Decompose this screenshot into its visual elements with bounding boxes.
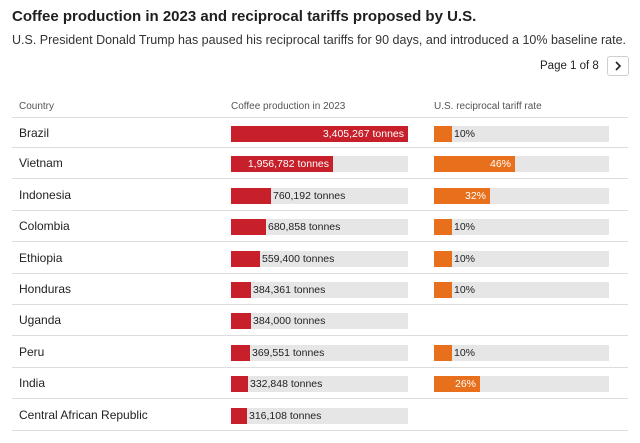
table-row: Indonesia 760,192 tonnes 32% xyxy=(12,180,628,211)
chevron-right-icon xyxy=(615,61,621,71)
tariff-value-label: 46% xyxy=(489,158,511,171)
production-value-label: 1,956,782 tonnes xyxy=(247,158,329,171)
country-label: Brazil xyxy=(19,126,50,140)
country-label: Peru xyxy=(19,344,45,359)
production-value-label: 384,000 tonnes xyxy=(253,315,326,328)
table-row: Uganda 384,000 tonnes xyxy=(12,305,628,337)
table-row: Vietnam 1,956,782 tonnes 46% xyxy=(12,148,628,180)
production-bar-track: 1,956,782 tonnes xyxy=(231,156,408,173)
production-value-label: 559,400 tonnes xyxy=(262,252,335,265)
country-label: Uganda xyxy=(19,313,62,328)
table-row: Central African Republic 316,108 tonnes xyxy=(12,400,628,431)
production-value-label: 369,551 tonnes xyxy=(252,346,325,359)
tariff-bar-track: 26% xyxy=(434,376,609,393)
country-label: Central African Republic xyxy=(19,407,148,422)
table-row: Peru 369,551 tonnes 10% xyxy=(12,337,628,368)
tariff-bar-track: 10% xyxy=(434,250,609,267)
production-bar-track: 384,361 tonnes xyxy=(231,282,408,298)
production-value-label: 332,848 tonnes xyxy=(250,378,323,391)
production-bar xyxy=(231,376,248,393)
country-label: Honduras xyxy=(19,282,72,296)
production-bar-track: 384,000 tonnes xyxy=(231,313,408,330)
page-indicator: Page 1 of 8 xyxy=(540,60,599,72)
tariff-bar xyxy=(434,187,490,204)
next-page-button[interactable] xyxy=(606,56,629,76)
country-label: Indonesia xyxy=(19,187,72,202)
production-bar xyxy=(231,250,260,267)
table-row: Colombia 680,858 tonnes 10% xyxy=(12,211,628,243)
column-header-production: Coffee production in 2023 xyxy=(231,101,346,112)
production-value-label: 3,405,267 tonnes xyxy=(322,128,404,140)
tariff-bar-track: 10% xyxy=(434,126,609,142)
production-bar xyxy=(231,313,251,330)
table-row: Honduras 384,361 tonnes 10% xyxy=(12,274,628,305)
tariff-value-label: 10% xyxy=(454,346,476,359)
chart-subtitle: U.S. President Donald Trump has paused h… xyxy=(12,33,627,47)
production-bar-track: 316,108 tonnes xyxy=(231,407,408,424)
production-bar xyxy=(231,126,408,142)
production-value-label: 680,858 tonnes xyxy=(268,221,341,234)
tariff-bar-track: 10% xyxy=(434,344,609,361)
column-header-tariff: U.S. reciprocal tariff rate xyxy=(434,101,542,112)
tariff-bar xyxy=(434,344,452,361)
production-bar-track: 3,405,267 tonnes xyxy=(231,126,408,142)
production-value-label: 760,192 tonnes xyxy=(273,189,346,202)
tariff-bar-track: 10% xyxy=(434,282,609,298)
production-value-label: 316,108 tonnes xyxy=(249,409,322,422)
country-label: Vietnam xyxy=(19,156,63,171)
tariff-value-label: 10% xyxy=(454,284,476,296)
tariff-value-label: 10% xyxy=(454,221,476,234)
production-value-label: 384,361 tonnes xyxy=(253,284,326,296)
column-header-country: Country xyxy=(19,101,55,112)
production-bar-track: 559,400 tonnes xyxy=(231,250,408,267)
tariff-bar xyxy=(434,219,452,236)
country-label: Colombia xyxy=(19,219,70,234)
tariff-value-label: 26% xyxy=(454,378,476,391)
production-bar xyxy=(231,407,247,424)
tariff-value-label: 10% xyxy=(454,252,476,265)
production-bar-track: 680,858 tonnes xyxy=(231,219,408,236)
tariff-value-label: 10% xyxy=(454,128,476,140)
production-bar-track: 369,551 tonnes xyxy=(231,344,408,361)
tariff-bar-track: 46% xyxy=(434,156,609,173)
tariff-bar-track: 32% xyxy=(434,187,609,204)
production-bar xyxy=(231,187,271,204)
production-bar xyxy=(231,156,333,173)
table-row: India 332,848 tonnes 26% xyxy=(12,368,628,400)
production-bar-track: 760,192 tonnes xyxy=(231,187,408,204)
chart-title: Coffee production in 2023 and reciprocal… xyxy=(12,8,477,25)
pagination: Page 1 of 8 xyxy=(540,56,629,76)
country-label: India xyxy=(19,376,46,391)
tariff-bar xyxy=(434,126,452,142)
tariff-bar xyxy=(434,156,515,173)
tariff-bar xyxy=(434,282,452,298)
production-bar xyxy=(231,282,251,298)
production-bar-track: 332,848 tonnes xyxy=(231,376,408,393)
table-row: Ethiopia 559,400 tonnes 10% xyxy=(12,243,628,274)
production-bar xyxy=(231,344,250,361)
tariff-bar xyxy=(434,250,452,267)
country-label: Ethiopia xyxy=(19,250,63,265)
tariff-bar-track: 10% xyxy=(434,219,609,236)
production-bar xyxy=(231,219,266,236)
tariff-value-label: 32% xyxy=(464,189,486,202)
table-row: Brazil 3,405,267 tonnes 10% xyxy=(12,117,628,148)
tariff-bar xyxy=(434,376,480,393)
